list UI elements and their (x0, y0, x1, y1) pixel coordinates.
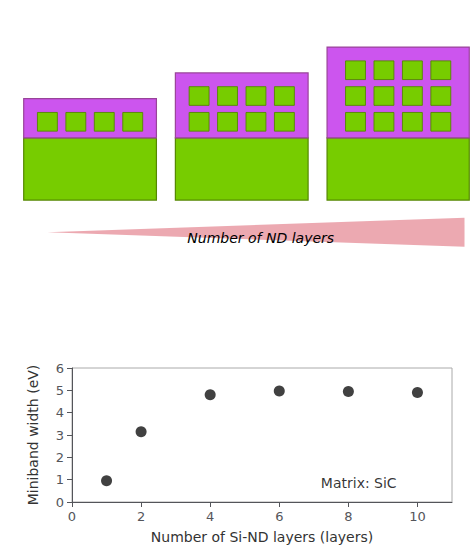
svg-text:10: 10 (409, 509, 426, 524)
svg-text:8: 8 (344, 509, 352, 524)
svg-text:6: 6 (56, 361, 64, 376)
svg-text:3: 3 (56, 428, 64, 443)
svg-text:Matrix: SiC: Matrix: SiC (321, 475, 397, 491)
svg-text:Miniband width (eV): Miniband width (eV) (25, 365, 41, 506)
svg-text:2: 2 (137, 509, 145, 524)
svg-text:5: 5 (56, 383, 64, 398)
svg-text:2: 2 (56, 450, 64, 465)
svg-text:0: 0 (68, 509, 76, 524)
svg-text:1: 1 (56, 472, 64, 487)
svg-text:4: 4 (206, 509, 214, 524)
svg-text:0: 0 (56, 495, 64, 510)
svg-text:Number of ND layers: Number of ND layers (187, 230, 334, 246)
svg-text:6: 6 (275, 509, 283, 524)
svg-text:Number of Si-ND layers (layers: Number of Si-ND layers (layers) (151, 529, 373, 545)
svg-text:4: 4 (56, 405, 64, 420)
